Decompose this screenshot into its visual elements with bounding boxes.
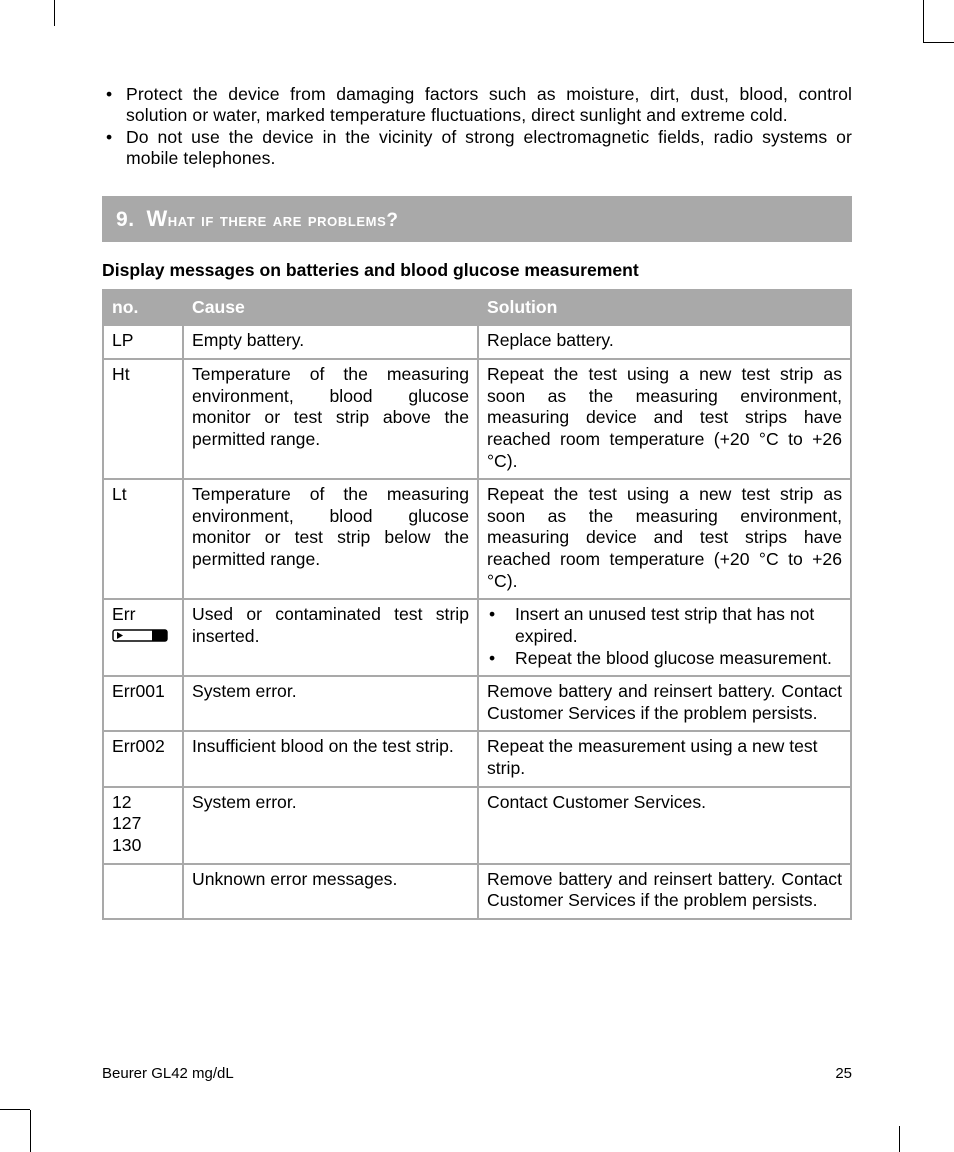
section-title: What if there are problems? [146, 210, 398, 231]
col-header-cause: Cause [183, 290, 478, 326]
table-row: Err Used or contaminated test strip inse… [103, 599, 851, 676]
cell-cause: System error. [183, 787, 478, 864]
cell-cause: Temperature of the measuring environment… [183, 479, 478, 599]
cell-solution: Repeat the test using a new test strip a… [478, 479, 851, 599]
table-caption: Display messages on batteries and blood … [102, 260, 852, 281]
cell-no [103, 864, 183, 919]
cell-cause: System error. [183, 676, 478, 731]
footer-page-number: 25 [835, 1065, 852, 1082]
cell-solution: Insert an unused test strip that has not… [478, 599, 851, 676]
crop-mark [54, 0, 55, 26]
cell-no: Ht [103, 359, 183, 479]
test-strip-icon [112, 628, 168, 643]
solution-bullet: Insert an unused test strip that has not… [487, 604, 842, 647]
cell-no: Err002 [103, 731, 183, 786]
page-content: Protect the device from damaging factors… [102, 84, 852, 1082]
solution-bullet-list: Insert an unused test strip that has not… [487, 604, 842, 669]
table-row: 12 127 130 System error. Contact Custome… [103, 787, 851, 864]
cell-cause: Temperature of the measuring environment… [183, 359, 478, 479]
section-number: 9. [116, 208, 135, 231]
cell-no: LP [103, 325, 183, 359]
table-row: Unknown error messages. Remove battery a… [103, 864, 851, 919]
table-header-row: no. Cause Solution [103, 290, 851, 326]
col-header-no: no. [103, 290, 183, 326]
crop-mark [0, 1109, 30, 1110]
col-header-solution: Solution [478, 290, 851, 326]
cell-cause: Insufficient blood on the test strip. [183, 731, 478, 786]
footer-left: Beurer GL42 mg/dL [102, 1065, 234, 1082]
intro-bullet-list: Protect the device from damaging factors… [102, 84, 852, 170]
cell-no: Err001 [103, 676, 183, 731]
crop-mark [899, 1126, 900, 1152]
cell-cause: Unknown error messages. [183, 864, 478, 919]
cell-solution: Replace battery. [478, 325, 851, 359]
crop-mark [924, 42, 954, 43]
table-row: LP Empty battery. Replace battery. [103, 325, 851, 359]
cell-solution: Repeat the test using a new test strip a… [478, 359, 851, 479]
solution-bullet: Repeat the blood glucose measurement. [487, 648, 842, 670]
crop-mark [923, 0, 924, 43]
cell-solution: Repeat the measurement using a new test … [478, 731, 851, 786]
cell-solution: Contact Customer Services. [478, 787, 851, 864]
cell-no: Lt [103, 479, 183, 599]
crop-mark [30, 1110, 31, 1152]
cell-cause: Empty battery. [183, 325, 478, 359]
cell-solution: Remove battery and reinsert battery. Con… [478, 864, 851, 919]
cell-no: Err [103, 599, 183, 676]
cell-cause: Used or contaminated test strip inserted… [183, 599, 478, 676]
error-table: no. Cause Solution LP Empty battery. Rep… [102, 289, 852, 920]
cell-solution: Remove battery and reinsert battery. Con… [478, 676, 851, 731]
table-row: Err002 Insufficient blood on the test st… [103, 731, 851, 786]
table-row: Err001 System error. Remove battery and … [103, 676, 851, 731]
cell-no-text: Err [112, 604, 135, 624]
page-footer: Beurer GL42 mg/dL 25 [102, 1065, 852, 1082]
cell-no: 12 127 130 [103, 787, 183, 864]
intro-bullet: Protect the device from damaging factors… [102, 84, 852, 127]
section-heading: 9. What if there are problems? [102, 196, 852, 242]
table-row: Ht Temperature of the measuring environm… [103, 359, 851, 479]
table-row: Lt Temperature of the measuring environm… [103, 479, 851, 599]
intro-bullet: Do not use the device in the vicinity of… [102, 127, 852, 170]
